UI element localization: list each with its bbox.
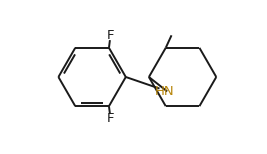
Text: F: F: [107, 112, 115, 125]
Text: HN: HN: [155, 85, 175, 98]
Text: F: F: [107, 29, 115, 42]
